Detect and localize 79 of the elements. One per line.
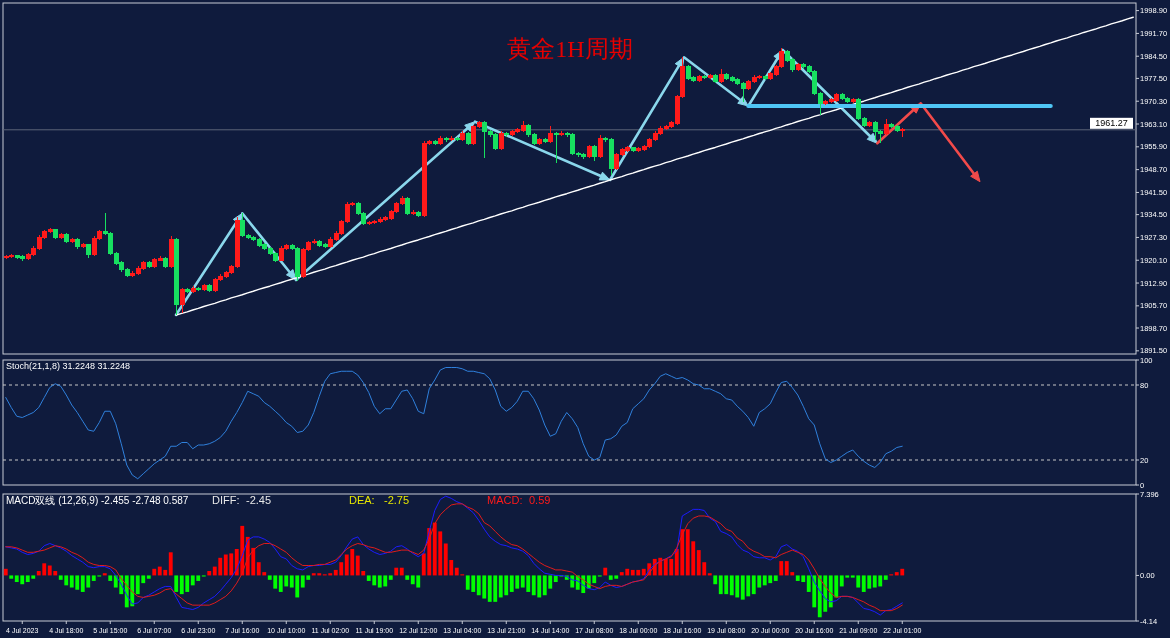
- candlestick: [598, 134, 603, 159]
- bar: [394, 567, 399, 576]
- bar: [883, 575, 888, 580]
- candlestick: [719, 67, 724, 84]
- annotation: DEA:: [349, 494, 375, 506]
- candlestick: [559, 130, 564, 137]
- bar: [779, 561, 784, 576]
- candlestick: [554, 131, 559, 164]
- candlestick: [631, 145, 636, 153]
- bar: [108, 575, 113, 581]
- bar: [405, 575, 410, 580]
- candlestick: [499, 130, 504, 151]
- bar: [207, 571, 212, 576]
- candlestick: [70, 237, 75, 244]
- bar: [152, 568, 157, 576]
- candlestick: [405, 195, 410, 216]
- bar: [773, 575, 778, 581]
- candlestick: [53, 227, 58, 240]
- candlestick: [64, 232, 69, 245]
- candlestick: [416, 210, 421, 218]
- candlestick: [59, 232, 64, 240]
- bar: [9, 575, 14, 579]
- candlestick: [75, 237, 80, 250]
- annotation: -2.75: [384, 494, 410, 506]
- bar: [3, 568, 8, 576]
- bar: [168, 552, 173, 576]
- candlestick: [81, 242, 86, 249]
- bar: [388, 575, 393, 580]
- candlestick: [185, 287, 190, 295]
- candlestick: [466, 131, 471, 146]
- candlestick: [504, 131, 509, 138]
- candlestick: [191, 285, 196, 294]
- candlestick: [86, 243, 91, 259]
- bar: [146, 575, 151, 579]
- candlestick: [867, 120, 872, 128]
- candlestick: [708, 73, 713, 80]
- candlestick: [697, 73, 702, 83]
- candlestick: [455, 136, 460, 142]
- candlestick: [444, 136, 449, 143]
- annotation: MACD:: [487, 494, 523, 506]
- candlestick: [713, 73, 718, 85]
- bar: [603, 567, 608, 576]
- candlestick: [592, 144, 597, 162]
- candlestick: [763, 74, 768, 81]
- candlestick: [433, 139, 438, 146]
- annotation: DIFF:: [212, 494, 240, 506]
- candlestick: [460, 130, 465, 142]
- bar: [102, 573, 107, 576]
- candlestick: [180, 287, 185, 314]
- candlestick: [900, 127, 905, 138]
- line-series: [175, 16, 1134, 316]
- text: 黄金1H周期: [507, 36, 633, 62]
- annotation: -2.45: [246, 494, 272, 506]
- candlestick: [196, 285, 201, 292]
- candlestick: [438, 135, 443, 146]
- ref-line-label: 1961.27: [1095, 118, 1128, 129]
- candlestick: [202, 283, 207, 292]
- candlestick: [537, 137, 542, 146]
- candlestick: [884, 118, 889, 136]
- candlestick: [587, 144, 592, 159]
- candlestick: [411, 209, 416, 216]
- candlestick: [163, 256, 168, 270]
- candlestick: [147, 260, 152, 270]
- candlestick: [449, 135, 454, 143]
- candlestick: [851, 97, 856, 104]
- bar: [707, 573, 712, 576]
- candlestick: [174, 237, 179, 316]
- candlestick: [543, 137, 548, 144]
- bar: [399, 567, 404, 576]
- candlestick: [548, 125, 553, 144]
- candlestick: [169, 235, 174, 269]
- bar: [174, 575, 179, 592]
- annotation: 0.59: [529, 494, 551, 506]
- candlestick: [702, 74, 707, 80]
- candlestick: [207, 283, 212, 293]
- chart-title: MACD双线 (12,26,9) -2.455 -2.748 0.587: [6, 495, 189, 506]
- candlestick: [796, 62, 801, 73]
- chart-title: Stoch(21,1,8) 31.2248 31.2248: [6, 361, 131, 371]
- bar: [713, 575, 718, 585]
